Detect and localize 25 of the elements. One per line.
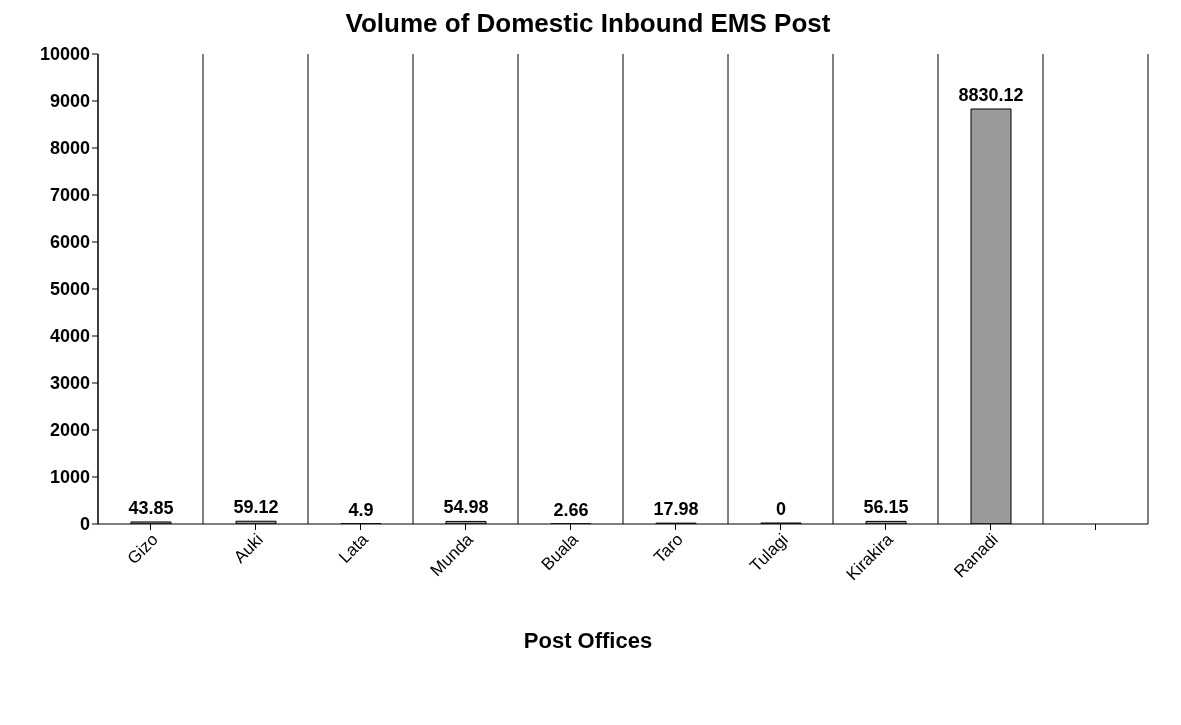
- y-tick-label: 10000: [39, 44, 90, 65]
- x-tick-label: Taro: [650, 529, 687, 567]
- y-tick-label: 9000: [49, 91, 90, 112]
- y-tick-label: 6000: [49, 232, 90, 253]
- data-label: 43.85: [128, 497, 174, 518]
- data-label: 2.66: [553, 499, 589, 520]
- y-tick-label: 1000: [49, 467, 90, 488]
- y-tick-label: 4000: [49, 326, 90, 347]
- x-tick-label: Lata: [335, 529, 373, 567]
- data-label: 17.98: [653, 499, 699, 520]
- data-label: 4.9: [348, 499, 374, 520]
- data-label: 59.12: [233, 497, 279, 518]
- data-label: 56.15: [863, 497, 909, 518]
- y-tick-label: 2000: [49, 420, 90, 441]
- y-tick-label: 3000: [49, 373, 90, 394]
- y-tick-label: 7000: [49, 185, 90, 206]
- y-tick-label: 8000: [49, 138, 90, 159]
- y-tick-label: 0: [79, 514, 90, 535]
- y-tick-label: 5000: [49, 279, 90, 300]
- data-label: 8830.12: [958, 84, 1024, 105]
- data-label: 54.98: [443, 497, 489, 518]
- chart-title: Volume of Domestic Inbound EMS Post: [344, 8, 832, 40]
- data-label: 0: [775, 499, 787, 519]
- x-tick-label: Gizo: [123, 529, 162, 569]
- x-axis-title: Post Offices: [522, 628, 654, 654]
